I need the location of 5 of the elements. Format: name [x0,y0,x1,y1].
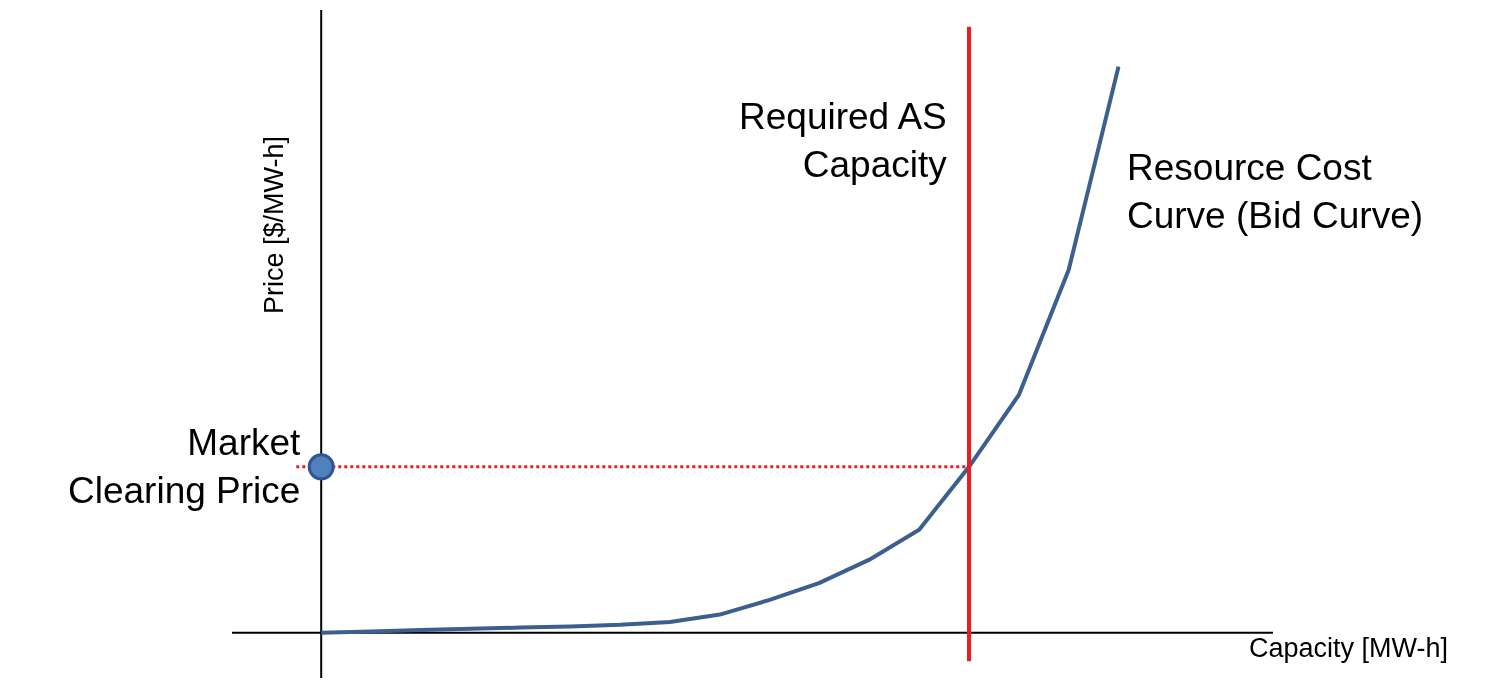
annotation: Required AS Capacity [739,96,948,186]
series-label: Resource Cost Curve (Bid Curve) [1127,147,1424,237]
y-axis-title: Price [$/MW-h] [258,135,289,314]
x-axis-title: Capacity [MW-h] [1249,633,1449,663]
ref-line-label: Market Clearing Price [68,422,302,512]
